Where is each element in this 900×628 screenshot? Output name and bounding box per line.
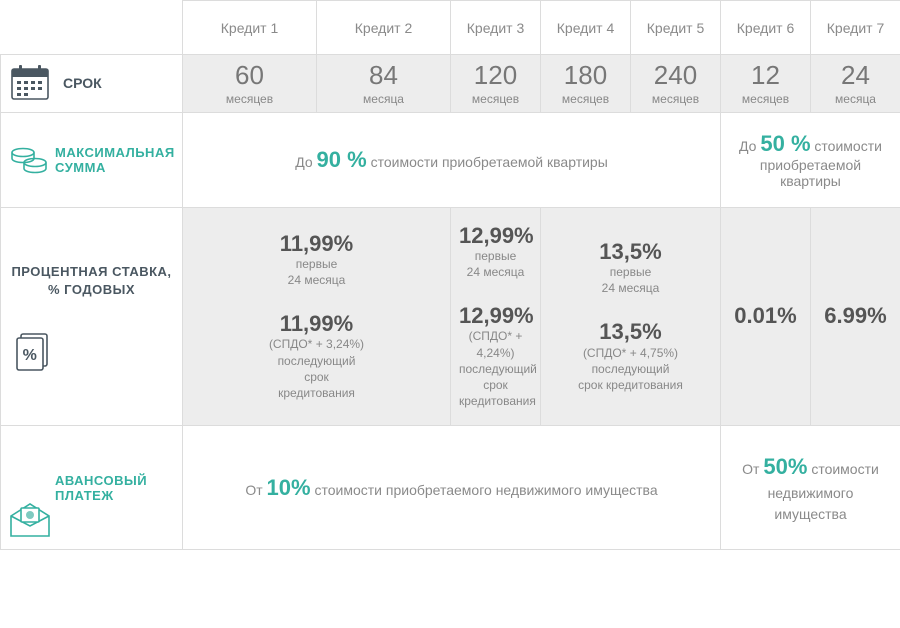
col-header: Кредит 6 [721,1,811,55]
rate-c7: 6.99% [824,303,886,328]
max-sum-right: До 50 % стоимости приобретаемой квартиры [721,112,900,207]
col-header: Кредит 5 [631,1,721,55]
header-row: Кредит 1 Кредит 2 Кредит 3 Кредит 4 Кред… [1,1,900,55]
term-value: 240 [635,61,716,90]
envelope-money-icon [9,502,51,541]
percent-doc-icon: % [7,330,176,372]
term-value: 180 [545,61,626,90]
rate-group-2: 12,99% первые 24 месяца 12,99% (СПДО* + … [451,207,541,426]
calendar-icon [11,64,49,103]
down-left: От 10% стоимости приобретаемого недвижим… [183,426,721,550]
term-value: 120 [455,61,536,90]
credit-comparison-table: Кредит 1 Кредит 2 Кредит 3 Кредит 4 Кред… [0,0,900,550]
max-sum-row: МАКСИМАЛЬНАЯ СУММА До 90 % стоимости при… [1,112,900,207]
rate-row: ПРОЦЕНТНАЯ СТАВКА, % ГОДОВЫХ % 11,99% пе… [1,207,900,426]
term-value: 84 [321,61,446,90]
col-header: Кредит 4 [541,1,631,55]
col-header: Кредит 3 [451,1,541,55]
svg-text:%: % [23,347,38,364]
rate-group-1: 11,99% первые 24 месяца 11,99% (СПДО* + … [183,207,451,426]
rate-label: ПРОЦЕНТНАЯ СТАВКА, % ГОДОВЫХ [7,263,176,299]
term-value: 12 [725,61,806,90]
max-sum-left: До 90 % стоимости приобретаемой квартиры [183,112,721,207]
col-header: Кредит 1 [183,1,317,55]
col-header: Кредит 2 [317,1,451,55]
down-label: АВАНСОВЫЙ ПЛАТЕЖ [55,473,147,503]
coins-icon [9,140,49,179]
term-label: СРОК [63,75,102,91]
max-sum-label: МАКСИМАЛЬНАЯ СУММА [55,145,175,175]
down-right: От 50% стоимости недвижимого имущества [721,426,900,550]
rate-c6: 0.01% [734,303,796,328]
rate-group-3: 13,5% первые 24 месяца 13,5% (СПДО* + 4,… [541,207,721,426]
term-value: 24 [815,61,896,90]
col-header: Кредит 7 [811,1,900,55]
term-row: СРОК 60месяцев 84месяца 120месяцев 180ме… [1,55,900,113]
down-payment-row: АВАНСОВЫЙ ПЛАТЕЖ От 10% стоимости приобр… [1,426,900,550]
term-value: 60 [187,61,312,90]
